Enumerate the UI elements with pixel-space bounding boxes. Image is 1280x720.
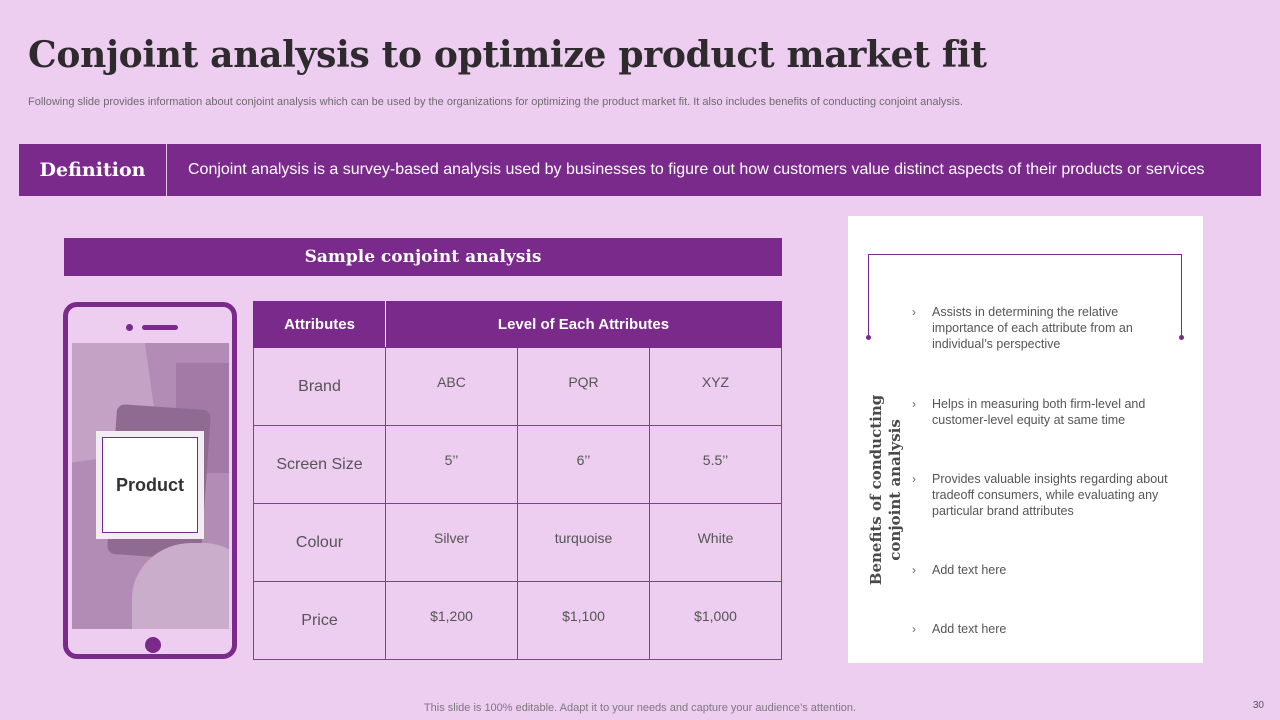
row-level: ABC	[385, 347, 518, 426]
chevron-right-icon: ›	[912, 472, 916, 486]
benefit-item: › Add text here	[912, 621, 1182, 637]
row-level: $1,200	[385, 581, 518, 660]
row-attribute: Colour	[253, 503, 386, 582]
chevron-right-icon: ›	[912, 305, 916, 319]
footer-note: This slide is 100% editable. Adapt it to…	[423, 702, 857, 714]
benefit-text: Add text here	[932, 622, 1007, 636]
benefit-item: › Assists in determining the relative im…	[912, 304, 1182, 352]
row-level: 5’’	[385, 425, 518, 504]
benefit-text: Provides valuable insights regarding abo…	[932, 472, 1168, 518]
slide-title: Conjoint analysis to optimize product ma…	[28, 34, 987, 76]
phone-home-button	[145, 637, 161, 653]
row-level: PQR	[517, 347, 650, 426]
phone-camera-dot	[126, 324, 133, 331]
definition-bar: Definition Conjoint analysis is a survey…	[19, 144, 1261, 196]
header-attributes: Attributes	[253, 301, 386, 348]
benefits-title: Benefits of conducting conjoint analysis	[867, 395, 905, 585]
table-row: Screen Size 5’’ 6’’ 5.5’’	[253, 425, 782, 504]
row-level: Silver	[385, 503, 518, 582]
benefit-item: › Helps in measuring both firm-level and…	[912, 396, 1182, 428]
row-level: 5.5’’	[649, 425, 782, 504]
benefits-panel: Benefits of conducting conjoint analysis…	[848, 216, 1203, 663]
benefit-text: Add text here	[932, 563, 1007, 577]
row-level: White	[649, 503, 782, 582]
row-level: 6’’	[517, 425, 650, 504]
slide-subtitle: Following slide provides information abo…	[28, 96, 963, 108]
row-attribute: Screen Size	[253, 425, 386, 504]
table-header-row: Attributes Level of Each Attributes	[253, 301, 782, 348]
row-attribute: Brand	[253, 347, 386, 426]
phone-speaker	[142, 325, 178, 330]
row-level: XYZ	[649, 347, 782, 426]
conjoint-table: Attributes Level of Each Attributes Bran…	[253, 301, 782, 660]
benefit-item: › Provides valuable insights regarding a…	[912, 471, 1182, 519]
benefit-item: › Add text here	[912, 562, 1182, 578]
page-number: 30	[1252, 700, 1264, 711]
benefit-text: Helps in measuring both firm-level and c…	[932, 397, 1146, 427]
bracket-dot	[1179, 335, 1184, 340]
bracket-line	[868, 254, 1182, 338]
phone-screen-image: Product	[72, 343, 229, 629]
table-row: Colour Silver turquoise White	[253, 503, 782, 582]
benefits-title-line: Benefits of conducting	[867, 394, 885, 586]
bracket-dot	[866, 335, 871, 340]
product-box: Product	[96, 431, 204, 539]
chevron-right-icon: ›	[912, 622, 916, 636]
table-row: Brand ABC PQR XYZ	[253, 347, 782, 426]
row-level: $1,100	[517, 581, 650, 660]
benefits-title-line: conjoint analysis	[886, 419, 904, 561]
table-row: Price $1,200 $1,100 $1,000	[253, 581, 782, 660]
product-label: Product	[102, 437, 198, 533]
definition-label: Definition	[19, 144, 167, 196]
header-levels: Level of Each Attributes	[385, 301, 782, 348]
row-attribute: Price	[253, 581, 386, 660]
sample-analysis-header: Sample conjoint analysis	[64, 238, 782, 276]
chevron-right-icon: ›	[912, 563, 916, 577]
row-level: $1,000	[649, 581, 782, 660]
definition-text: Conjoint analysis is a survey-based anal…	[188, 161, 1205, 178]
chevron-right-icon: ›	[912, 397, 916, 411]
row-level: turquoise	[517, 503, 650, 582]
benefit-text: Assists in determining the relative impo…	[932, 305, 1133, 351]
phone-illustration: Product	[63, 302, 237, 659]
